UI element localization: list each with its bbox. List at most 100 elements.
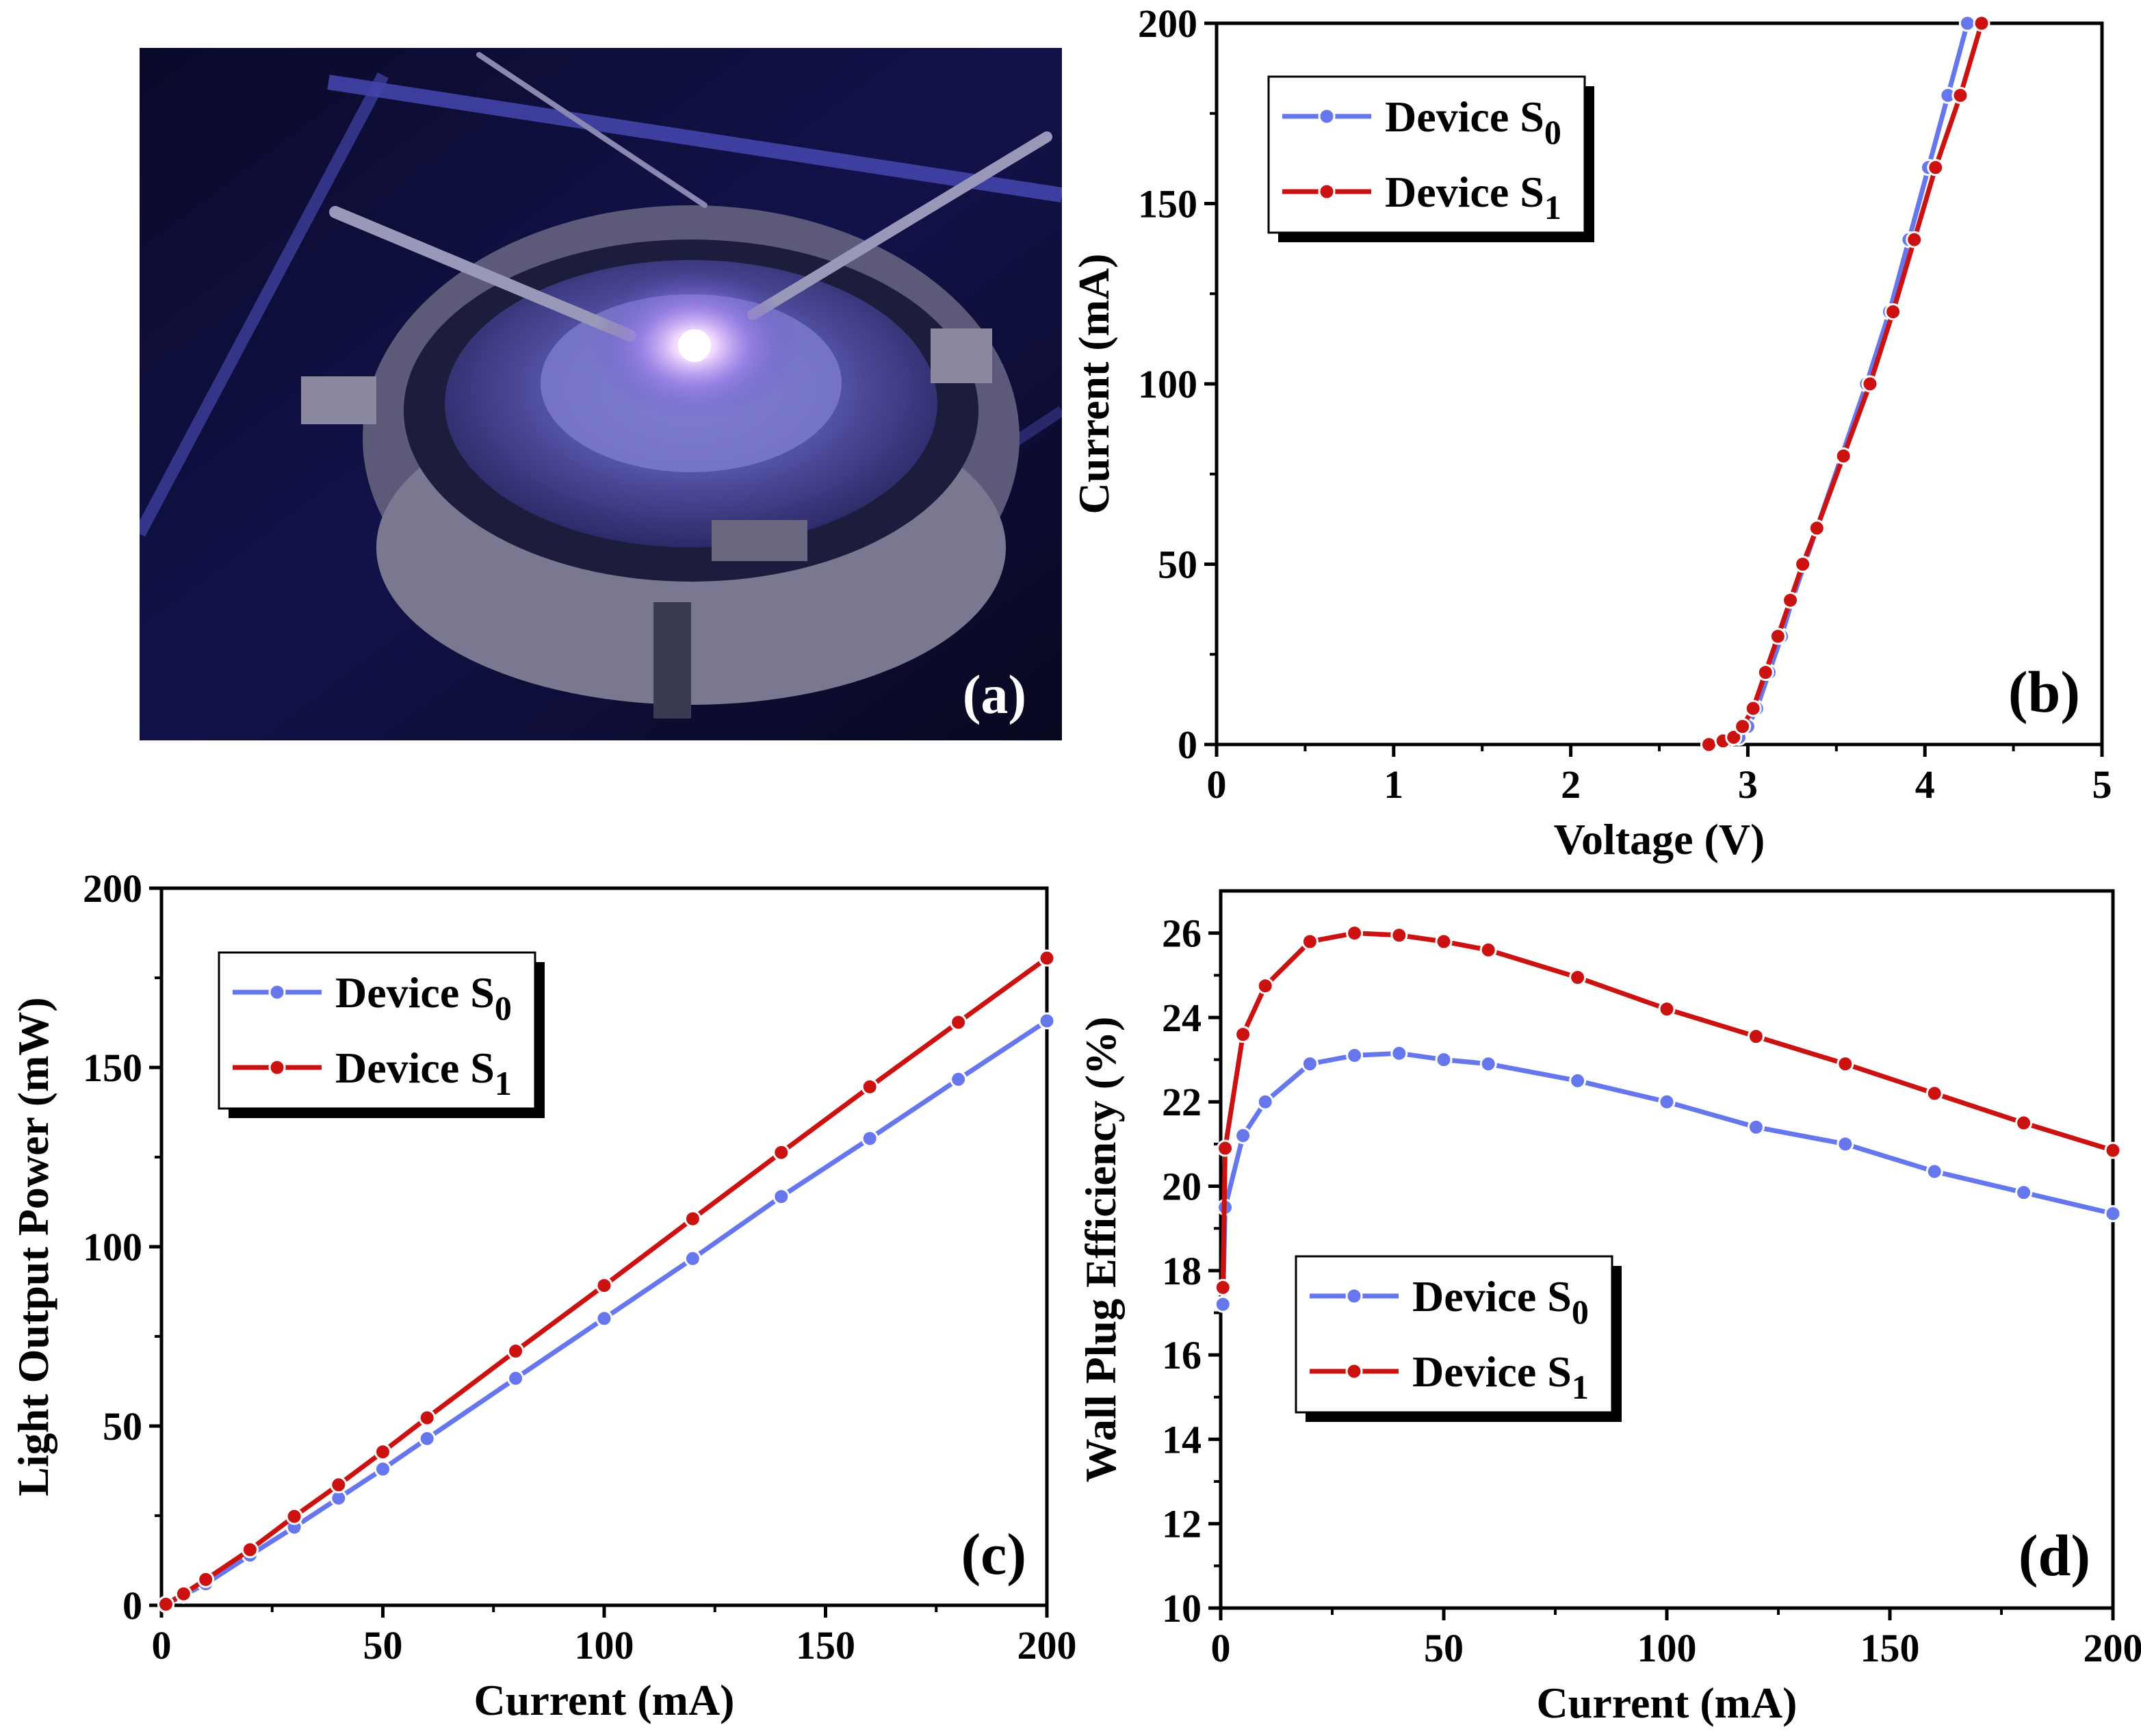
y-axis-label: Wall Plug Efficiency (%) [1076, 1017, 1125, 1483]
data-point-s0 [1256, 1093, 1274, 1111]
data-point-s0 [1569, 1072, 1587, 1089]
data-point-s0 [418, 1429, 436, 1447]
data-point-s1 [1256, 977, 1274, 995]
data-point-s1 [241, 1541, 259, 1559]
x-tick-label: 3 [1738, 762, 1758, 807]
legend-label-subscript: 1 [1572, 1368, 1589, 1406]
data-point-s1 [1861, 375, 1879, 393]
legend-box [1295, 1255, 1613, 1414]
legend-marker-s1 [1345, 1362, 1363, 1380]
x-tick-label: 0 [1211, 1626, 1231, 1670]
data-point-s0 [1837, 1135, 1854, 1153]
data-point-s1 [1951, 86, 1969, 104]
data-point-s0 [2104, 1205, 2122, 1223]
data-point-s0 [1234, 1127, 1252, 1145]
panel-label-c: (c) [961, 1521, 1026, 1587]
y-tick-label: 0 [122, 1583, 142, 1628]
legend-label-s1: Device S1 [1412, 1347, 1589, 1406]
data-point-s1 [773, 1143, 790, 1161]
data-point-s0 [1390, 1044, 1408, 1062]
legend-label-text: Device S [1412, 1272, 1572, 1321]
x-tick-label: 150 [1860, 1626, 1920, 1670]
panel-label-d: (d) [2019, 1523, 2090, 1588]
legend-label-text: Device S [1412, 1347, 1572, 1396]
data-point-s1 [1217, 1139, 1234, 1157]
data-point-s1 [2104, 1141, 2122, 1159]
x-tick-label: 100 [1637, 1626, 1697, 1670]
x-axis-label: Current (mA) [1537, 1679, 1798, 1727]
y-tick-label: 150 [1138, 182, 1197, 226]
data-point-s1 [1769, 627, 1787, 645]
data-point-s1 [197, 1570, 215, 1588]
y-tick-label: 24 [1162, 996, 1202, 1040]
x-tick-label: 2 [1561, 762, 1581, 807]
data-point-s1 [684, 1210, 701, 1228]
data-point-s1 [1808, 519, 1826, 537]
x-tick-label: 4 [1915, 762, 1935, 807]
x-axis-label: Voltage (V) [1554, 815, 1765, 864]
data-point-s1 [1925, 1085, 1943, 1102]
data-point-s1 [1700, 736, 1717, 753]
y-axis-label: Current (mA) [1069, 254, 1118, 515]
legend-marker-s0 [1345, 1287, 1363, 1305]
data-point-s0 [1747, 1118, 1765, 1136]
data-point-s1 [174, 1585, 192, 1603]
panel-label-b: (b) [2008, 659, 2080, 725]
plot-frame [1219, 889, 2115, 1610]
photo-panel: (a) [140, 48, 1062, 740]
legend-label-s1: Device S1 [335, 1044, 512, 1102]
y-tick-label: 10 [1162, 1586, 1202, 1631]
data-point-s1 [595, 1277, 613, 1295]
data-point-s0 [1038, 1012, 1056, 1030]
data-point-s1 [1884, 303, 1902, 321]
x-tick-label: 200 [2084, 1626, 2141, 1670]
x-tick-label: 200 [1017, 1623, 1077, 1668]
data-point-s1 [1973, 14, 1990, 32]
x-tick-label: 0 [1207, 762, 1227, 807]
legend-label-s1: Device S1 [1385, 168, 1561, 226]
legend-label-s0: Device S0 [1412, 1272, 1589, 1331]
data-point-s0 [374, 1460, 391, 1478]
legend-label-s0: Device S0 [335, 968, 512, 1027]
y-tick-label: 16 [1162, 1333, 1202, 1377]
legend-box [1267, 75, 1586, 234]
data-point-s0 [1214, 1295, 1232, 1313]
x-tick-label: 5 [2092, 762, 2112, 807]
data-point-s1 [1734, 718, 1752, 736]
data-point-s1 [1658, 1000, 1676, 1018]
data-point-s1 [1747, 1028, 1765, 1046]
data-point-s1 [1725, 728, 1743, 746]
y-tick-label: 150 [83, 1046, 142, 1090]
data-point-s0 [507, 1369, 525, 1387]
data-point-s1 [1834, 447, 1852, 465]
legend-label-subscript: 0 [1572, 1293, 1589, 1331]
data-point-s1 [1214, 1278, 1232, 1296]
series-line-s0 [1708, 23, 1970, 747]
y-tick-label: 200 [83, 866, 142, 911]
data-point-s1 [1569, 968, 1587, 986]
led-photo [140, 52, 1062, 718]
data-point-s0 [861, 1130, 879, 1148]
data-point-s0 [1658, 1093, 1676, 1111]
series-line-s0 [1220, 1050, 2114, 1305]
data-point-s1 [950, 1013, 968, 1031]
data-point-s1 [1038, 949, 1056, 967]
legend-label-text: Device S [335, 968, 495, 1017]
y-tick-label: 50 [1158, 543, 1197, 587]
data-point-s1 [1756, 664, 1774, 682]
data-point-s1 [374, 1443, 391, 1461]
data-point-s0 [1346, 1046, 1364, 1064]
data-point-s0 [1301, 1055, 1319, 1073]
legend-marker-s1 [1318, 183, 1336, 200]
panel-c-light-output-power: 0 50 100 150 200 0 50 100 150 200 Current (mA) Ligh… [9, 866, 1077, 1724]
x-axis-label: Current (mA) [474, 1676, 735, 1724]
data-point-s1 [1794, 556, 1812, 573]
y-tick-label: 0 [1178, 723, 1197, 767]
x-tick-label: 0 [152, 1623, 172, 1668]
legend-label-text: Device S [335, 1044, 495, 1092]
data-point-s1 [1390, 927, 1408, 944]
x-tick-label: 150 [796, 1623, 855, 1668]
data-point-s1 [418, 1409, 436, 1427]
